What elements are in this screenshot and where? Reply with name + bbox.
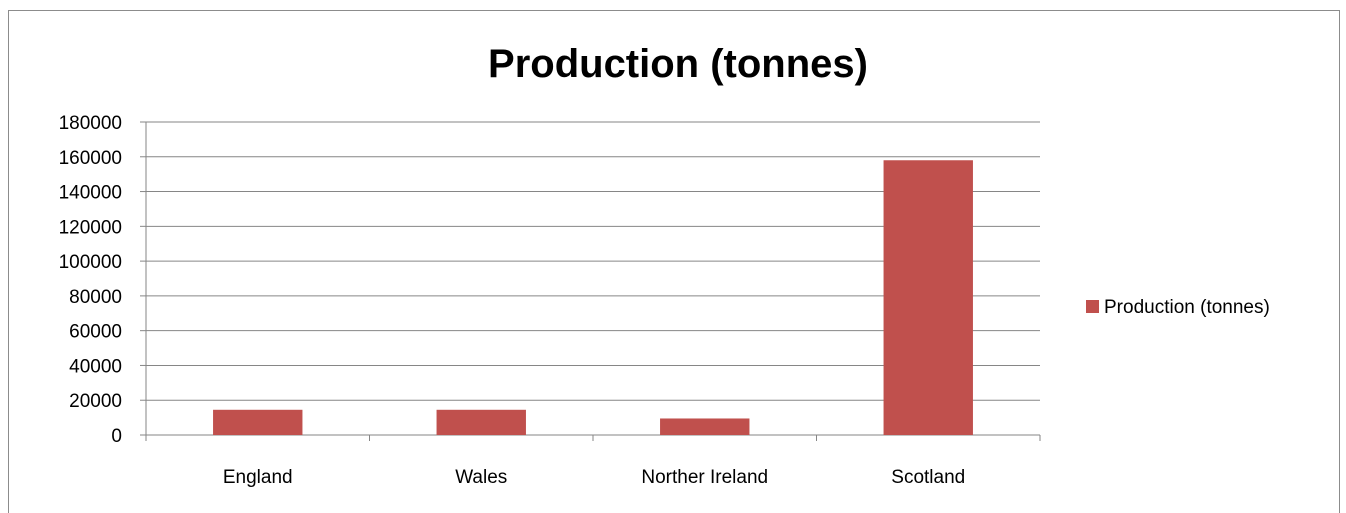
bars xyxy=(213,160,973,435)
legend: Production (tonnes) xyxy=(1086,297,1270,318)
y-tick-label: 160000 xyxy=(59,148,122,169)
legend-swatch xyxy=(1086,300,1099,313)
y-tick-label: 100000 xyxy=(59,252,122,273)
grid-lines xyxy=(146,121,1040,401)
legend-label: Production (tonnes) xyxy=(1104,297,1270,318)
chart-title: Production (tonnes) xyxy=(488,42,868,86)
x-tick-label: Wales xyxy=(455,467,507,488)
y-tick-label: 20000 xyxy=(69,391,122,412)
bar-norther-ireland xyxy=(660,418,750,435)
y-tick-label: 0 xyxy=(111,426,122,447)
y-tick-label: 180000 xyxy=(59,113,122,134)
y-tick-label: 140000 xyxy=(59,183,122,204)
x-axis-ticks: England Wales Norther Ireland Scotland xyxy=(145,435,1041,488)
chart-frame xyxy=(8,10,1340,513)
bar-england xyxy=(213,409,303,435)
x-tick-label: Norther Ireland xyxy=(641,467,768,488)
x-tick-label: England xyxy=(223,467,293,488)
bar-scotland xyxy=(883,160,973,435)
y-tick-label: 80000 xyxy=(69,287,122,308)
y-axis-ticks: 0 20000 40000 60000 80000 100000 120000 140000 1… xyxy=(59,113,146,447)
y-tick-label: 120000 xyxy=(59,217,122,238)
y-tick-label: 40000 xyxy=(69,356,122,377)
bar-wales xyxy=(436,409,526,435)
y-tick-label: 60000 xyxy=(69,322,122,343)
x-tick-label: Scotland xyxy=(891,467,965,488)
